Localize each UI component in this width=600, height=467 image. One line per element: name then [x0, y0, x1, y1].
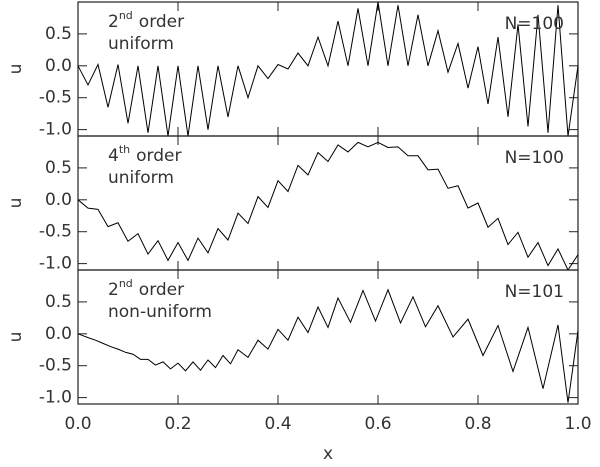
data-line	[77, 141, 579, 272]
y-tick-label: -0.5	[39, 222, 72, 242]
y-axis-label: u	[6, 198, 26, 209]
annotation-word: order	[136, 146, 181, 166]
annotation-suffix: nd	[119, 9, 133, 22]
x-tick-label: 1.0	[564, 414, 591, 434]
annotation-scheme: non-uniform	[108, 302, 212, 322]
annotation-suffix: th	[119, 143, 130, 156]
y-tick-label: 0.5	[45, 158, 72, 178]
y-tick-label: 0.5	[45, 292, 72, 312]
x-tick-label: 0.0	[64, 414, 91, 434]
y-tick-label: -1.0	[39, 254, 72, 274]
x-tick-label: 0.6	[364, 414, 391, 434]
data-line	[77, 1, 579, 137]
y-axis-label: u	[6, 64, 26, 75]
y-axis-label: u	[6, 332, 26, 343]
annotation: 2nd order	[108, 9, 184, 32]
y-tick-label: 0.5	[45, 24, 72, 44]
n-label: N=100	[505, 14, 564, 34]
y-tick-label: -0.5	[39, 88, 72, 108]
x-tick-label: 0.2	[164, 414, 191, 434]
panel-frame	[77, 269, 579, 405]
annotation-number: 2	[108, 12, 119, 32]
n-label: N=101	[505, 282, 564, 302]
annotation-number: 2	[108, 280, 119, 300]
annotation: 2nd order	[108, 277, 184, 300]
annotation-suffix: nd	[119, 277, 133, 290]
y-tick-label: 0.0	[45, 56, 72, 76]
y-tick-label: -0.5	[39, 356, 72, 376]
annotation-number: 4	[108, 146, 119, 166]
annotation: 4th order	[108, 143, 181, 166]
annotation-scheme: uniform	[108, 34, 174, 54]
data-line	[77, 288, 579, 403]
annotation-word: order	[139, 12, 184, 32]
annotation-scheme: uniform	[108, 168, 174, 188]
x-axis-label: x	[323, 444, 333, 464]
annotation-word: order	[139, 280, 184, 300]
y-tick-label: -1.0	[39, 388, 72, 408]
x-tick-label: 0.4	[264, 414, 291, 434]
x-tick-label: 0.8	[464, 414, 491, 434]
n-label: N=100	[505, 148, 564, 168]
y-tick-label: 0.0	[45, 190, 72, 210]
y-tick-label: 0.0	[45, 324, 72, 344]
y-tick-label: -1.0	[39, 120, 72, 140]
